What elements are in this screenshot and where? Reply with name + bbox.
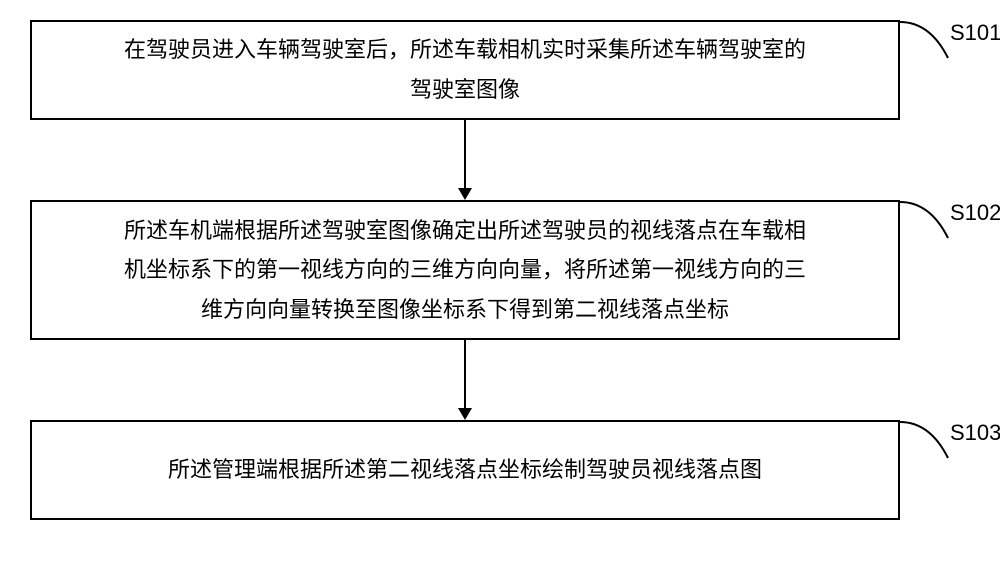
node-text: 所述管理端根据所述第二视线落点坐标绘制驾驶员视线落点图	[168, 457, 762, 482]
arrow-head-icon	[458, 188, 472, 200]
node-text: 驾驶室图像	[410, 77, 520, 102]
label-connector	[900, 200, 950, 240]
step-label-s101: S101	[950, 20, 1000, 46]
flow-arrow	[464, 340, 466, 408]
node-text: 机坐标系下的第一视线方向的三维方向向量，将所述第一视线方向的三	[124, 257, 806, 282]
flowchart-container: 在驾驶员进入车辆驾驶室后，所述车载相机实时采集所述车辆驾驶室的 驾驶室图像 S1…	[30, 20, 970, 540]
flow-arrow	[464, 120, 466, 188]
label-connector	[900, 420, 950, 460]
flow-node-s103: 所述管理端根据所述第二视线落点坐标绘制驾驶员视线落点图	[30, 420, 900, 520]
arrow-head-icon	[458, 408, 472, 420]
node-text: 在驾驶员进入车辆驾驶室后，所述车载相机实时采集所述车辆驾驶室的	[124, 37, 806, 62]
step-label-s103: S103	[950, 420, 1000, 446]
node-text: 所述车机端根据所述驾驶室图像确定出所述驾驶员的视线落点在车载相	[124, 218, 806, 243]
label-connector	[900, 20, 950, 60]
step-label-s102: S102	[950, 200, 1000, 226]
node-text: 维方向向量转换至图像坐标系下得到第二视线落点坐标	[201, 297, 729, 322]
flow-node-s102: 所述车机端根据所述驾驶室图像确定出所述驾驶员的视线落点在车载相 机坐标系下的第一…	[30, 200, 900, 340]
flow-node-s101: 在驾驶员进入车辆驾驶室后，所述车载相机实时采集所述车辆驾驶室的 驾驶室图像	[30, 20, 900, 120]
